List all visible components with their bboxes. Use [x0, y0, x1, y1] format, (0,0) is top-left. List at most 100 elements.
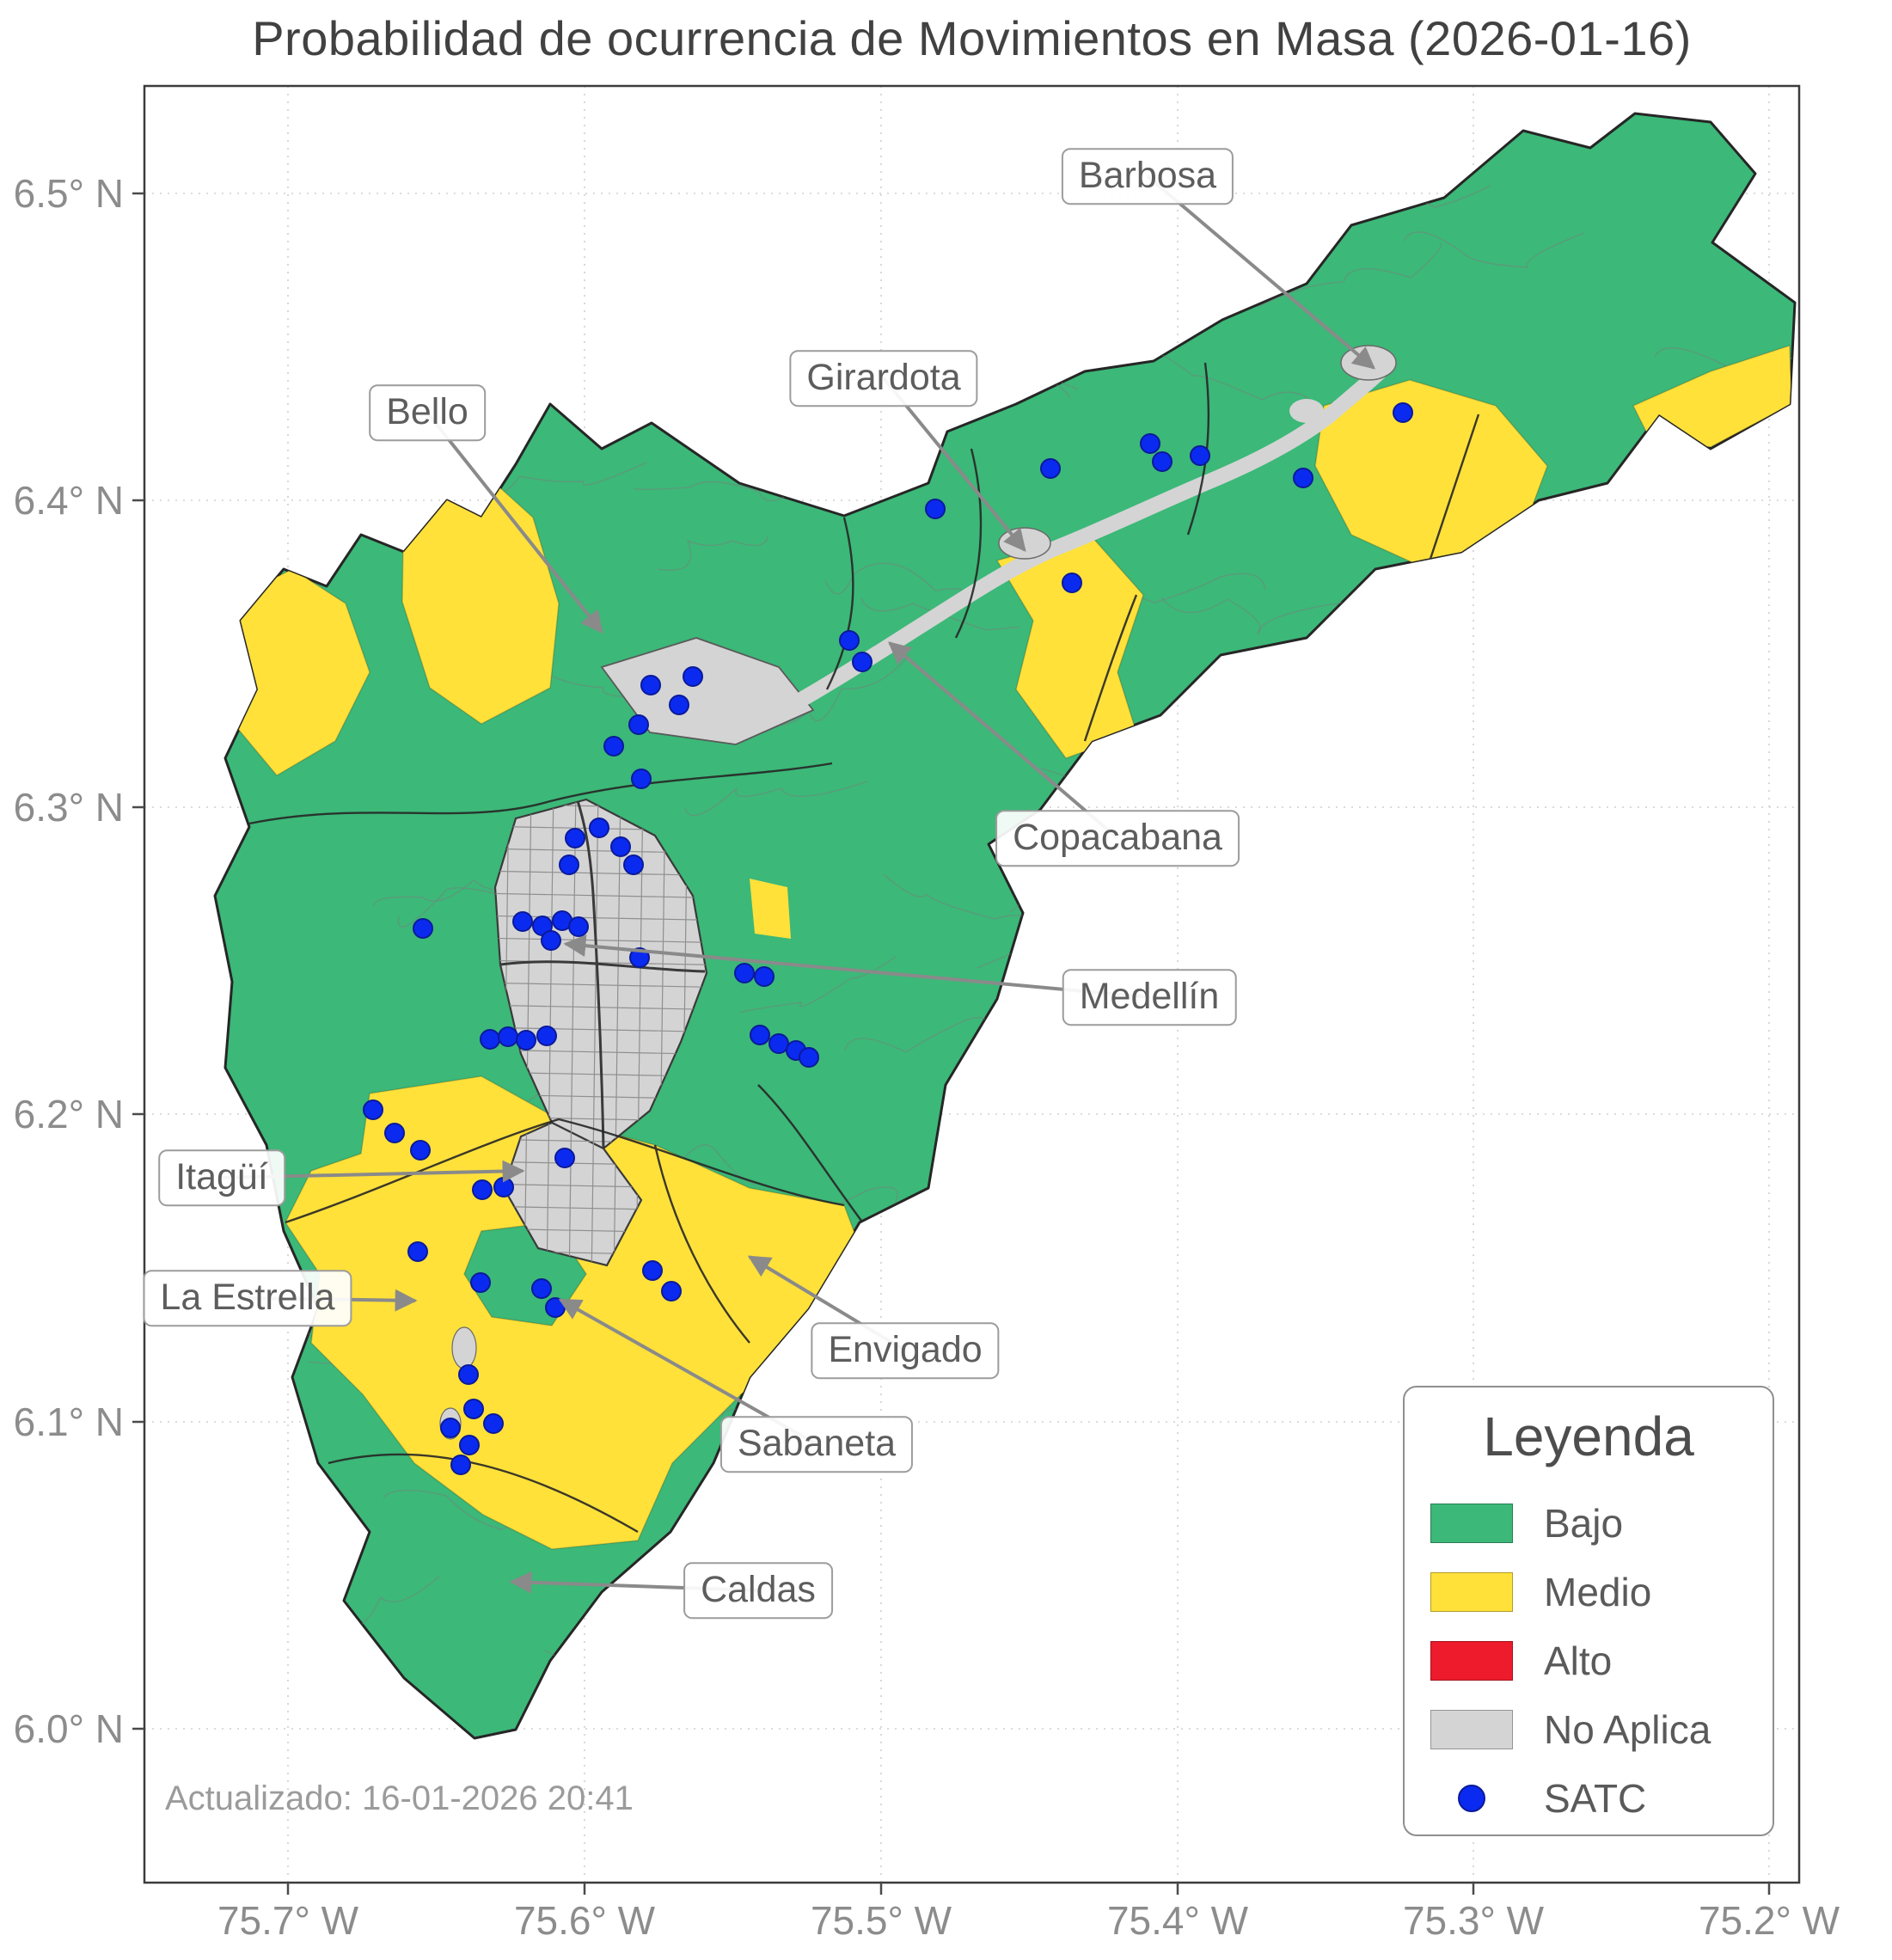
vereda-boundary [671, 214, 823, 265]
annotation-barbosa: Barbosa [1061, 148, 1234, 205]
satc-point [410, 1140, 431, 1161]
satc-point [610, 836, 631, 857]
vereda-boundary [1469, 616, 1621, 647]
legend-swatch-bajo [1430, 1504, 1513, 1543]
vereda-boundary [1794, 1578, 1795, 1603]
vereda-boundary [860, 597, 1020, 631]
satc-point [516, 1030, 536, 1050]
vereda-boundary [352, 255, 508, 278]
vereda-boundary [1315, 980, 1462, 1041]
annotation-medellin: Medellín [1062, 969, 1237, 1026]
y-tick-label: 6.1° N [14, 1400, 124, 1444]
boundary-copacabana-east [1083, 594, 1138, 742]
vereda-boundary [1178, 1323, 1365, 1374]
satc-point [1140, 433, 1160, 454]
vereda-boundary [1739, 996, 1795, 1054]
y-tick-label: 6.0° N [14, 1706, 124, 1751]
boundary-caldas-north [328, 1453, 639, 1534]
street-line [495, 959, 707, 966]
legend-swatch-medio [1430, 1572, 1513, 1612]
vereda-boundary [1028, 1341, 1246, 1377]
satc-point [554, 1148, 575, 1168]
satc-point [1152, 451, 1173, 472]
satc-point [463, 1399, 484, 1419]
vereda-boundary [1160, 597, 1344, 635]
municipal-boundaries [248, 362, 1480, 1534]
vereda-boundary [544, 1650, 766, 1682]
satc-point [568, 916, 589, 937]
boundary-copacabana-girardota [954, 448, 983, 639]
vereda-boundary [1054, 1041, 1205, 1075]
regions-no-aplica [439, 345, 1397, 1440]
satc-point [470, 1272, 491, 1293]
legend-label: No Aplica [1544, 1707, 1711, 1752]
satc-point [413, 918, 433, 939]
satc-point [483, 1413, 504, 1434]
vereda-boundary [1573, 995, 1760, 1044]
satc-point [603, 736, 624, 756]
vereda-boundary [883, 873, 1034, 920]
legend-entry-alto: Alto [1405, 1626, 1773, 1695]
satc-point [925, 499, 946, 519]
boundary-medellin-south [285, 1118, 845, 1224]
vereda-boundary [1778, 683, 1795, 769]
y-tick-label: 6.4° N [14, 478, 124, 523]
vereda-boundary [1179, 915, 1294, 955]
vereda-boundary [1430, 749, 1588, 818]
vereda-boundary [634, 481, 801, 502]
vereda-boundary [802, 113, 1044, 133]
vereda-boundary [1258, 242, 1442, 308]
axes: 75.7° W 75.6° W 75.5° W 75.4° W 75.3° W 75.2°… [14, 84, 1840, 1943]
vereda-boundary [439, 144, 596, 176]
street-line [591, 799, 599, 1265]
vereda-boundary [1111, 1211, 1291, 1266]
vereda-boundary [1097, 1273, 1260, 1308]
vereda-boundary [740, 955, 897, 1014]
vereda-boundary [1751, 1261, 1795, 1277]
satc-point [661, 1281, 682, 1302]
satc-point [459, 1435, 480, 1455]
vereda-boundary [363, 224, 573, 258]
urban-main-roads [499, 799, 706, 1149]
satc-point [565, 828, 585, 848]
satc-point [472, 1179, 493, 1200]
vereda-boundary [1169, 1074, 1304, 1150]
legend-marker [1430, 1785, 1513, 1812]
vereda-boundary [684, 781, 868, 817]
boundary-medellin-envigado [757, 1084, 862, 1222]
x-tick-label: 75.6° W [514, 1898, 656, 1943]
satc-point [799, 1047, 819, 1068]
legend-swatch-no-aplica [1430, 1710, 1513, 1749]
satc-point [480, 1029, 500, 1050]
satc-point [589, 818, 609, 838]
vereda-boundary [819, 152, 995, 196]
x-tick-label: 75.7° W [217, 1898, 359, 1943]
vereda-boundary [1593, 1273, 1790, 1330]
street-line [613, 799, 621, 1265]
x-tick-label: 75.5° W [811, 1898, 952, 1943]
annotation-arrow-copacabana [888, 641, 1119, 840]
vereda-boundary [1247, 654, 1418, 704]
satc-point [754, 966, 775, 987]
satc-point [642, 1260, 663, 1281]
satc-point [493, 1177, 514, 1197]
satc-point [1393, 402, 1413, 423]
x-tick-label: 75.4° W [1107, 1898, 1249, 1943]
satc-point [512, 911, 533, 932]
annotation-arrow-girardota [882, 377, 1026, 553]
vereda-boundary [824, 562, 967, 599]
satc-point [750, 1025, 770, 1045]
vereda-boundary [983, 297, 1109, 353]
annotation-arrow-barbosa [1146, 175, 1375, 370]
street-line [495, 937, 707, 944]
satc-point [531, 1278, 552, 1299]
boundary-bello-copacabana [825, 517, 854, 690]
vereda-boundary [621, 1655, 811, 1692]
vereda-boundary [1799, 1516, 1892, 1548]
plot-border [143, 84, 1801, 1884]
satc-point [1040, 458, 1061, 479]
satc-point [640, 675, 661, 695]
vereda-boundary [1672, 889, 1795, 953]
legend-swatch-alto [1430, 1641, 1513, 1681]
